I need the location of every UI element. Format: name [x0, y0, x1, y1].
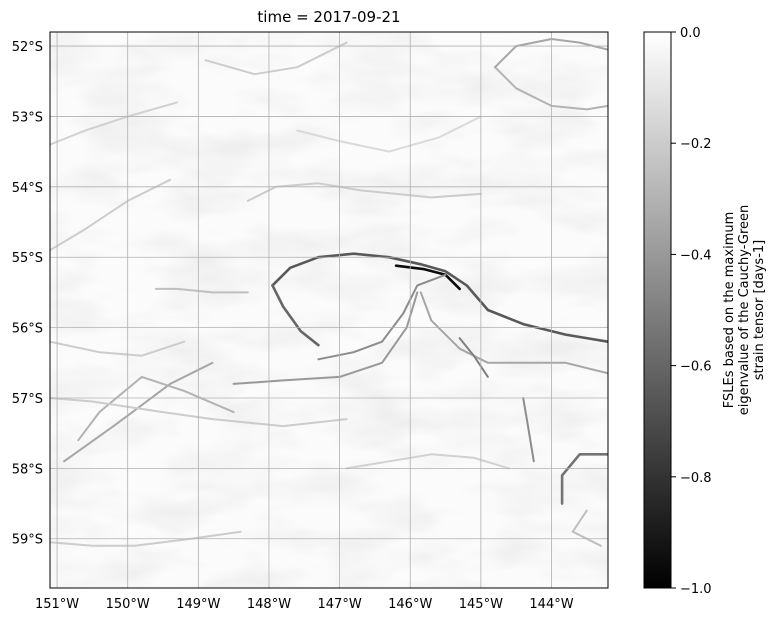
fsle-ridge: [419, 291, 608, 375]
fsle-ridge: [271, 252, 608, 343]
colorbar-label-line-1: FSLEs based on the maximum: [722, 212, 737, 409]
chart-title: time = 2017-09-21: [257, 8, 400, 26]
y-tick-label: 58°S: [12, 462, 43, 477]
gridlines: [50, 32, 608, 588]
colorbar-ticks: 0.0 −0.2 −0.4 −0.6 −0.8 −1.0: [671, 26, 712, 597]
fsle-ridge: [50, 178, 172, 252]
colorbar-tick-label: −0.8: [680, 471, 712, 486]
x-tick-label: 145°W: [459, 597, 503, 612]
plot-frame: [49, 31, 609, 589]
fsle-ridge: [50, 530, 242, 547]
colorbar-label-line-3: strain tensor [days-1]: [752, 240, 767, 381]
colorbar-tick-label: 0.0: [680, 26, 701, 41]
fsle-ridge: [50, 101, 179, 146]
y-axis: 52°S 53°S 54°S 55°S 56°S 57°S 58°S 59°S: [12, 40, 43, 548]
colorbar-tick-label: −1.0: [680, 582, 712, 597]
x-tick-label: 150°W: [106, 597, 150, 612]
fsle-ridge: [571, 509, 602, 547]
x-axis: 151°W 150°W 149°W 148°W 147°W 146°W 145°W 144°W: [35, 597, 574, 612]
x-tick-label: 144°W: [529, 597, 573, 612]
colorbar-tick-label: −0.4: [680, 248, 712, 263]
x-tick-label: 146°W: [388, 597, 432, 612]
fsle-ridge: [50, 340, 186, 357]
colorbar-gradient: [643, 31, 672, 589]
colorbar-tick-label: −0.6: [680, 360, 712, 375]
fsle-ridge: [345, 453, 511, 470]
plot-area: [49, 31, 609, 589]
colorbar-label-line-2: eigenvalue of the Cauchy-Green: [737, 205, 752, 416]
fsle-ridge: [522, 397, 535, 463]
y-tick-label: 57°S: [12, 392, 43, 407]
fsle-ridge: [271, 284, 320, 347]
x-tick-label: 147°W: [318, 597, 362, 612]
field-texture: [50, 32, 608, 588]
colorbar: 0.0 −0.2 −0.4 −0.6 −0.8 −1.0 FSLEs based on t…: [643, 26, 767, 597]
fsle-ridge: [296, 115, 482, 153]
fsle-ridge: [63, 361, 214, 463]
colorbar-label: FSLEs based on the maximum eigenvalue of…: [722, 205, 767, 416]
y-tick-label: 55°S: [12, 251, 43, 266]
y-tick-label: 59°S: [12, 533, 43, 548]
x-tick-label: 151°W: [35, 597, 79, 612]
fsle-ridge: [560, 453, 608, 505]
fsle-ridge: [204, 41, 348, 76]
y-tick-label: 52°S: [12, 40, 43, 55]
x-tick-label: 148°W: [247, 597, 291, 612]
fsle-ridge: [154, 287, 249, 294]
fsle-ridge: [232, 291, 419, 385]
x-tick-label: 149°W: [176, 597, 220, 612]
fsle-ridge: [50, 397, 348, 428]
y-tick-label: 53°S: [12, 110, 43, 125]
colorbar-tick-label: −0.2: [680, 137, 712, 152]
y-tick-label: 56°S: [12, 322, 43, 337]
y-tick-label: 54°S: [12, 181, 43, 196]
fsle-ridge: [458, 337, 489, 378]
